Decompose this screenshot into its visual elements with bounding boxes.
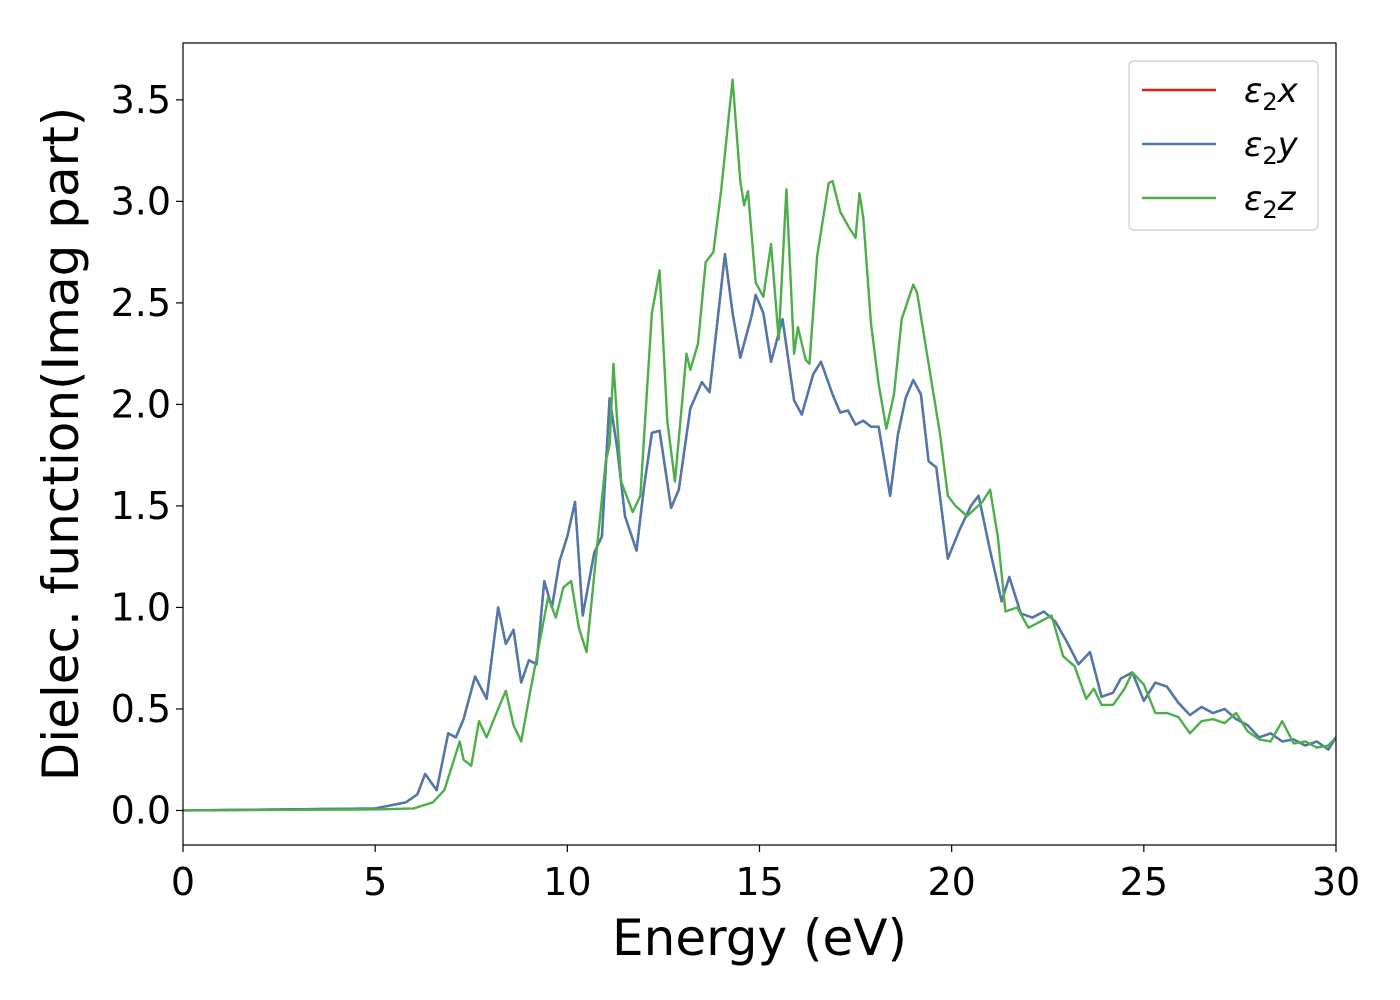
y-tick-label: 3.0	[111, 179, 171, 223]
legend-label: ε2x	[1244, 71, 1299, 116]
x-tick-label: 0	[171, 860, 195, 904]
x-tick-label: 10	[543, 860, 591, 904]
y-tick-label: 0.0	[111, 788, 171, 832]
series-layer	[183, 78, 1336, 812]
series-line-y	[183, 252, 1336, 812]
legend-label: ε2y	[1244, 125, 1299, 170]
x-tick-label: 20	[927, 860, 975, 904]
y-tick-label: 3.5	[111, 78, 171, 122]
x-tick-label: 15	[735, 860, 783, 904]
x-axis: 0 5 10 15 20 25 30	[171, 845, 1360, 904]
x-axis-label: Energy (eV)	[612, 909, 907, 967]
legend-frame	[1128, 60, 1319, 231]
legend: ε2x ε2y ε2z	[1128, 60, 1319, 231]
y-axis-label: Dielec. function(Imag part)	[32, 107, 90, 782]
y-tick-label: 2.0	[111, 382, 171, 426]
y-tick-label: 0.5	[111, 687, 171, 731]
series-line-x	[183, 252, 1336, 812]
y-tick-label: 2.5	[111, 281, 171, 325]
y-tick-label: 1.0	[111, 585, 171, 629]
x-tick-label: 5	[363, 860, 387, 904]
y-tick-label: 1.5	[111, 484, 171, 528]
legend-label: ε2z	[1244, 179, 1297, 224]
series-line-z	[183, 78, 1336, 812]
x-tick-label: 25	[1120, 860, 1168, 904]
y-axis: 0.0 0.5 1.0 1.5 2.0 2.5 3.0 3.5	[111, 78, 183, 832]
x-tick-label: 30	[1312, 860, 1360, 904]
